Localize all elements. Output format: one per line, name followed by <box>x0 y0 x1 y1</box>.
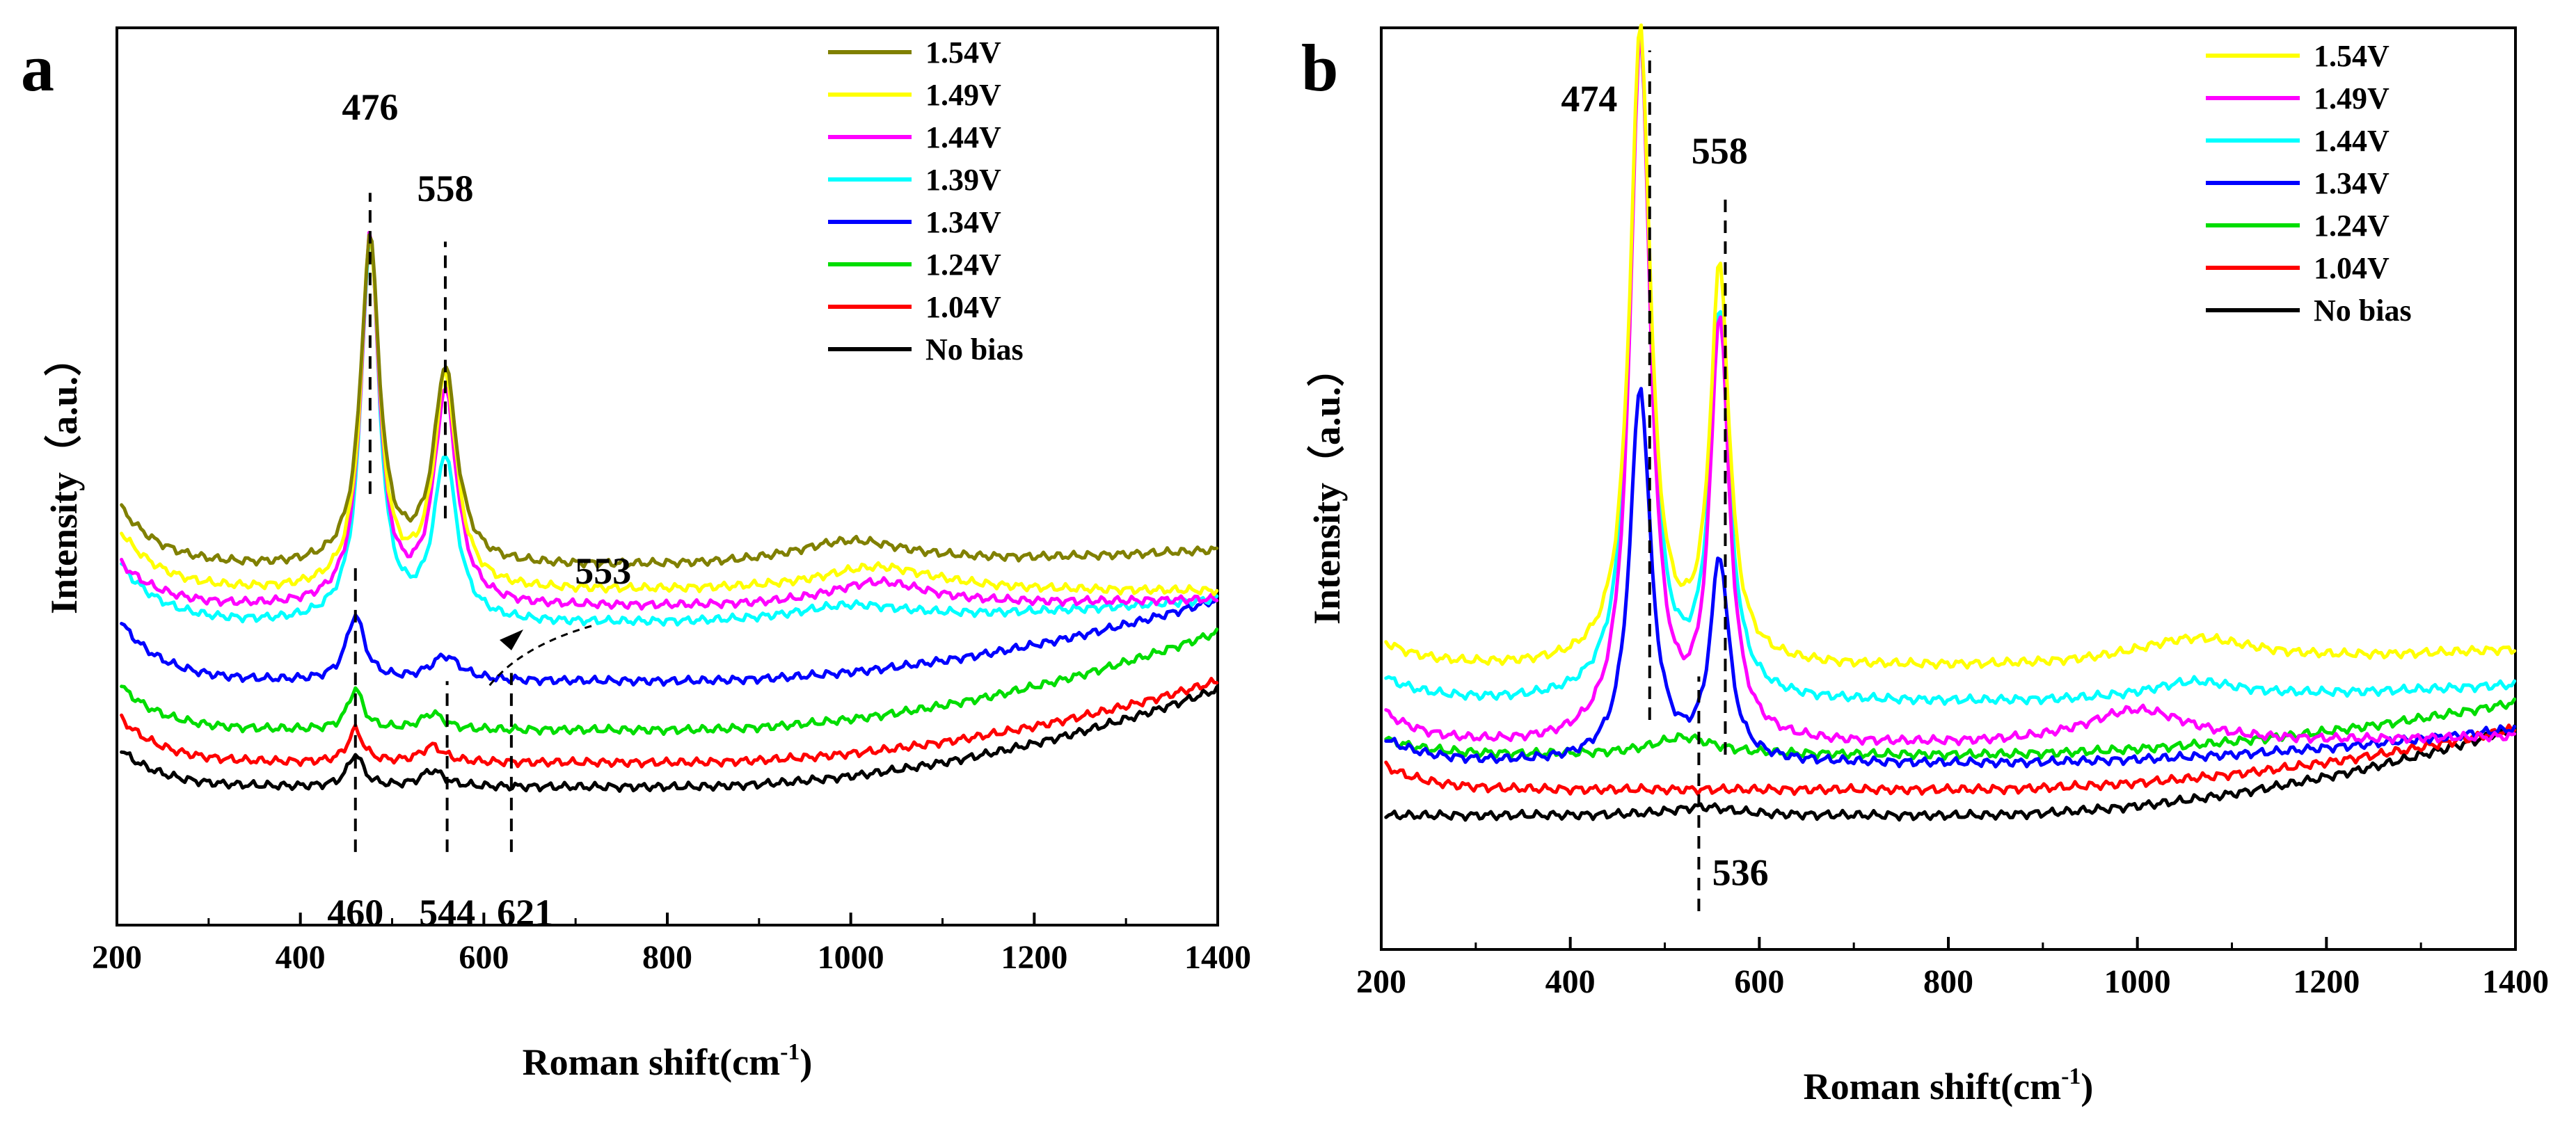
peak-label-474: 474 <box>1561 78 1617 120</box>
y-axis-title-a: Intensity（a.u.） <box>43 339 85 614</box>
x-tick-label: 600 <box>1734 963 1784 1000</box>
legend-label: 1.54V <box>2314 39 2390 73</box>
legend-label: No bias <box>2314 294 2412 328</box>
peak-label-544: 544 <box>419 892 475 933</box>
legend-a: 1.54V 1.49V 1.44V 1.39V 1.34V 1.24V 1.04V No bi… <box>828 35 1024 367</box>
arrowhead-553 <box>500 629 523 650</box>
series-line-1.34v <box>1384 387 2517 769</box>
legend-label: 1.54V <box>925 35 1001 70</box>
series-line-1.49v <box>120 234 1219 597</box>
x-tick-label: 1400 <box>1184 939 1251 976</box>
x-tick-label: 1200 <box>1001 939 1067 976</box>
series-line-1.54v <box>1384 23 2517 670</box>
x-tick-label: 800 <box>642 939 692 976</box>
x-tick-label: 400 <box>1545 963 1596 1000</box>
legend-label: 1.04V <box>2314 251 2390 285</box>
x-tick-label: 200 <box>1356 963 1406 1000</box>
x-tick-label: 600 <box>459 939 509 976</box>
series-line-1.04v <box>120 677 1219 769</box>
x-axis-title-b: Roman shift(cm-1) <box>1804 1064 2094 1107</box>
guides-a <box>353 193 513 852</box>
annotations-b: 474 558 536 <box>1561 78 1768 894</box>
x-tick-label: 800 <box>1923 963 1973 1000</box>
panel-letter-a: a <box>21 31 54 105</box>
series-line-1.54v <box>120 233 1219 569</box>
series-line-1.49v <box>1384 33 2517 746</box>
plot-area-a <box>116 26 1219 927</box>
series-line-1.24v <box>120 627 1219 736</box>
panel-letter-b: b <box>1301 31 1338 105</box>
legend-label: 1.24V <box>925 248 1001 282</box>
legend-label: 1.49V <box>925 78 1001 112</box>
legend-label: 1.24V <box>2314 209 2390 243</box>
legend-label: 1.44V <box>925 120 1001 154</box>
series-line-1.44v <box>1384 37 2517 706</box>
series-line-1.44v <box>120 230 1219 611</box>
series-line-1.34v <box>120 595 1219 687</box>
legend-label: 1.04V <box>925 290 1001 324</box>
x-tick-label: 1400 <box>2482 963 2549 1000</box>
series-line-no-bias <box>1384 724 2517 822</box>
peak-label-558: 558 <box>417 168 473 209</box>
x-tick-label: 1200 <box>2293 963 2360 1000</box>
peak-label-558: 558 <box>1692 130 1748 172</box>
peak-label-460: 460 <box>327 892 383 933</box>
legend-label: 1.34V <box>2314 166 2390 200</box>
panel-a: a 200 400 600 800 1000 1200 1400 476 558 553 460 5… <box>21 26 1251 1083</box>
annotations-a: 476 558 553 460 544 621 <box>327 86 631 933</box>
annotation-arrow-553 <box>486 625 592 689</box>
series-group-b <box>1384 23 2517 822</box>
legend-label: 1.34V <box>925 205 1001 239</box>
series-line-1.04v <box>1384 723 2517 796</box>
peak-label-536: 536 <box>1712 852 1769 894</box>
x-tick-label: 1000 <box>818 939 884 976</box>
peak-label-553: 553 <box>575 550 631 592</box>
series-line-no-bias <box>120 685 1219 793</box>
series-line-1.24v <box>1384 697 2517 761</box>
peak-label-476: 476 <box>342 86 398 128</box>
legend-b: 1.54V 1.49V 1.44V 1.34V 1.24V 1.04V No bias <box>2206 39 2412 328</box>
guides-b <box>1648 50 1727 911</box>
x-tick-label: 1000 <box>2104 963 2171 1000</box>
legend-label: No bias <box>925 332 1024 367</box>
y-axis-title-b: Intensity（a.u.） <box>1306 349 1348 625</box>
x-ticks-b: 200 400 600 800 1000 1200 1400 <box>1356 937 2549 1000</box>
legend-label: 1.44V <box>2314 124 2390 158</box>
x-axis-title-a: Roman shift(cm-1) <box>523 1039 813 1083</box>
x-tick-label: 400 <box>276 939 326 976</box>
x-ticks-a: 200 400 600 800 1000 1200 1400 <box>92 913 1251 976</box>
series-line-1.39v <box>120 236 1219 627</box>
legend-label: 1.49V <box>2314 81 2390 115</box>
panel-b: b 200 400 600 800 1000 1200 1400 474 558 536 1.5… <box>1301 23 2549 1107</box>
peak-label-621: 621 <box>497 892 553 933</box>
x-tick-label: 200 <box>92 939 142 976</box>
legend-label: 1.39V <box>925 163 1001 197</box>
series-group-a <box>120 230 1219 793</box>
